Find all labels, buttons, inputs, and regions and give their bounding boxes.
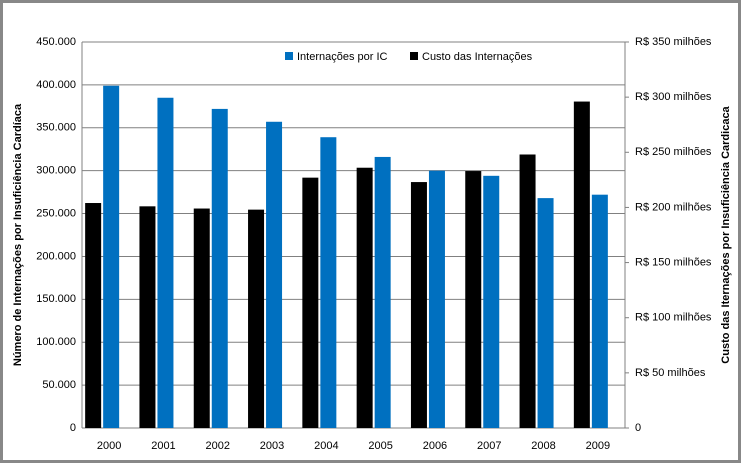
y2-tick-label: R$ 300 milhões <box>635 91 712 103</box>
bar <box>465 171 482 428</box>
y-axis-title: Número de Internações por Insuficiência … <box>12 103 24 366</box>
legend-swatch <box>410 52 418 60</box>
legend-label: Internações por IC <box>297 51 388 63</box>
x-tick-label: 2009 <box>586 440 610 452</box>
bar <box>248 209 265 428</box>
bar <box>573 101 590 428</box>
bar <box>410 182 427 428</box>
x-tick-label: 2006 <box>423 440 447 452</box>
bar <box>519 154 536 428</box>
bar <box>356 167 373 428</box>
y2-tick-label: R$ 150 milhões <box>635 256 712 268</box>
bar <box>428 170 445 428</box>
x-tick-label: 2008 <box>531 440 555 452</box>
bar <box>139 206 156 428</box>
y2-tick-label: R$ 350 milhões <box>635 36 712 48</box>
x-tick-label: 2004 <box>314 440 338 452</box>
y2-tick-label: R$ 100 milhões <box>635 312 712 324</box>
bar <box>157 97 174 428</box>
y-tick-label: 100.000 <box>36 336 76 348</box>
bar <box>320 137 337 429</box>
y2-axis-title: Custo das Iternações por Insuficiência C… <box>720 105 732 363</box>
x-tick-label: 2003 <box>260 440 284 452</box>
y2-tick-label: R$ 200 milhões <box>635 201 712 213</box>
x-tick-label: 2001 <box>151 440 175 452</box>
bar <box>591 194 608 428</box>
x-tick-label: 2005 <box>368 440 392 452</box>
y-tick-label: 250.000 <box>36 207 76 219</box>
bar <box>537 198 554 428</box>
legend-label: Custo das Internações <box>422 51 533 63</box>
bar <box>103 85 120 428</box>
bar <box>266 121 283 429</box>
y-tick-label: 200.000 <box>36 250 76 262</box>
y-tick-label: 450.000 <box>36 36 76 48</box>
legend-swatch <box>285 52 293 60</box>
y2-tick-label: R$ 250 milhões <box>635 146 712 158</box>
y-tick-label: 0 <box>70 422 76 434</box>
y2-tick-label: 0 <box>635 422 641 434</box>
bar <box>211 108 228 428</box>
y2-tick-label: R$ 50 milhões <box>635 367 706 379</box>
y-tick-label: 300.000 <box>36 165 76 177</box>
y-tick-label: 350.000 <box>36 122 76 134</box>
bar <box>483 175 500 428</box>
y-tick-label: 150.000 <box>36 293 76 305</box>
bar <box>374 156 391 429</box>
bar <box>302 177 319 428</box>
x-tick-label: 2000 <box>97 440 121 452</box>
x-tick-label: 2007 <box>477 440 501 452</box>
bar <box>85 203 102 428</box>
y-tick-label: 400.000 <box>36 79 76 91</box>
y-tick-label: 50.000 <box>42 379 76 391</box>
x-tick-label: 2002 <box>206 440 230 452</box>
bar <box>193 208 210 428</box>
